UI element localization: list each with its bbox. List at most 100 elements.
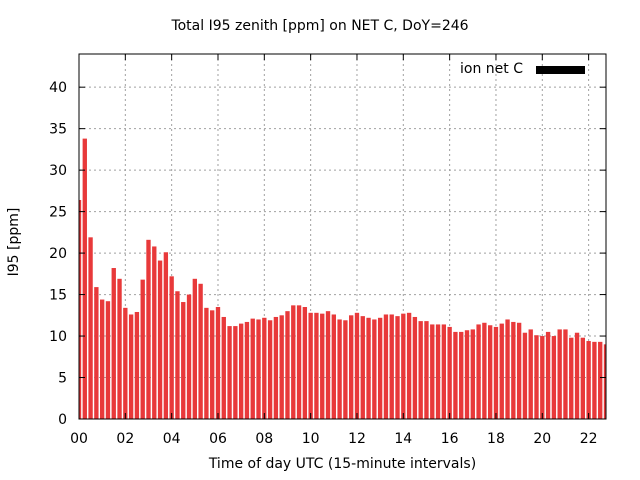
bar bbox=[117, 278, 122, 419]
bar bbox=[163, 252, 169, 419]
bar bbox=[181, 302, 186, 419]
x-tick-label: 00 bbox=[70, 431, 88, 447]
bar bbox=[441, 324, 447, 419]
legend-label: ion net C bbox=[460, 61, 523, 77]
bar bbox=[215, 307, 221, 419]
y-tick-label: 15 bbox=[49, 288, 67, 304]
x-tick-label: 14 bbox=[394, 431, 412, 447]
bar bbox=[314, 312, 319, 419]
bar-series bbox=[79, 138, 606, 419]
bar bbox=[522, 332, 528, 419]
bar bbox=[331, 314, 336, 419]
bar bbox=[586, 341, 591, 419]
bar bbox=[244, 321, 250, 419]
y-tick-label: 40 bbox=[49, 80, 67, 96]
bar bbox=[192, 278, 197, 419]
plot-frame bbox=[78, 53, 607, 420]
bar bbox=[337, 319, 342, 419]
x-tick-label: 06 bbox=[209, 431, 227, 447]
bar bbox=[459, 331, 464, 419]
bar bbox=[372, 319, 377, 419]
bar bbox=[285, 311, 290, 419]
bar bbox=[302, 307, 308, 419]
bar bbox=[267, 320, 273, 419]
bar bbox=[221, 316, 226, 419]
y-tick-label: 35 bbox=[49, 122, 67, 138]
bar bbox=[464, 330, 470, 419]
bar bbox=[360, 316, 365, 419]
bar bbox=[574, 332, 580, 419]
bar bbox=[291, 305, 296, 419]
bar bbox=[603, 344, 606, 419]
x-tick-label: 20 bbox=[533, 431, 551, 447]
bar bbox=[296, 305, 302, 419]
bar bbox=[227, 326, 232, 419]
bar bbox=[545, 331, 551, 419]
bar bbox=[389, 314, 394, 419]
bar bbox=[534, 335, 539, 419]
bar bbox=[157, 260, 163, 419]
bar bbox=[123, 307, 128, 419]
bar bbox=[424, 321, 429, 419]
bar bbox=[94, 287, 99, 419]
bar bbox=[499, 323, 504, 419]
bar bbox=[563, 329, 568, 419]
x-tick-label: 02 bbox=[116, 431, 134, 447]
bar bbox=[349, 315, 354, 419]
x-tick-label: 10 bbox=[302, 431, 320, 447]
bar bbox=[516, 322, 522, 419]
bar bbox=[551, 336, 557, 419]
bar bbox=[476, 324, 481, 419]
bar bbox=[105, 301, 111, 419]
bar bbox=[447, 326, 452, 419]
bar bbox=[430, 324, 435, 419]
bar bbox=[569, 337, 574, 419]
y-tick-label: 25 bbox=[49, 205, 67, 221]
bar bbox=[186, 294, 192, 419]
x-axis-label: Time of day UTC (15-minute intervals) bbox=[208, 456, 477, 472]
x-tick-label: 12 bbox=[348, 431, 366, 447]
bar bbox=[511, 321, 516, 419]
legend-swatch bbox=[536, 66, 585, 74]
bar bbox=[598, 341, 603, 419]
bar bbox=[204, 307, 209, 419]
bar bbox=[470, 329, 475, 419]
bar bbox=[128, 314, 134, 419]
bar bbox=[99, 299, 105, 419]
bar bbox=[88, 237, 93, 419]
bar bbox=[169, 276, 174, 419]
bar bbox=[175, 291, 180, 419]
y-axis-label: I95 [ppm] bbox=[6, 207, 22, 277]
bar bbox=[401, 313, 406, 419]
bar bbox=[418, 321, 423, 419]
bar bbox=[262, 317, 267, 419]
chart-title: Total I95 zenith [ppm] on NET C, DoY=246 bbox=[171, 18, 469, 34]
bar bbox=[557, 329, 562, 419]
bar bbox=[453, 331, 458, 419]
bar bbox=[140, 279, 145, 419]
y-tick-label: 30 bbox=[49, 163, 67, 179]
bar bbox=[488, 325, 493, 419]
y-tick-label: 20 bbox=[49, 246, 67, 262]
bar bbox=[146, 239, 151, 419]
bar bbox=[233, 326, 238, 419]
bar bbox=[308, 312, 313, 419]
x-axis-ticks: 00 02 04 06 08 10 12 14 16 18 20 22 bbox=[70, 54, 598, 447]
bar bbox=[528, 329, 533, 419]
x-tick-label: 18 bbox=[487, 431, 505, 447]
x-tick-label: 04 bbox=[163, 431, 181, 447]
bar bbox=[111, 268, 116, 419]
bar bbox=[366, 317, 371, 419]
bar bbox=[412, 316, 418, 419]
grid-lines bbox=[79, 54, 606, 419]
bar bbox=[354, 312, 360, 419]
bar bbox=[325, 311, 331, 419]
x-tick-label: 22 bbox=[580, 431, 598, 447]
y-axis-ticks: 0 5 10 15 20 25 30 35 40 bbox=[49, 80, 606, 428]
bar bbox=[82, 138, 87, 419]
bar bbox=[540, 336, 545, 419]
bar bbox=[406, 312, 412, 419]
bar bbox=[250, 318, 255, 419]
bar bbox=[343, 320, 348, 419]
